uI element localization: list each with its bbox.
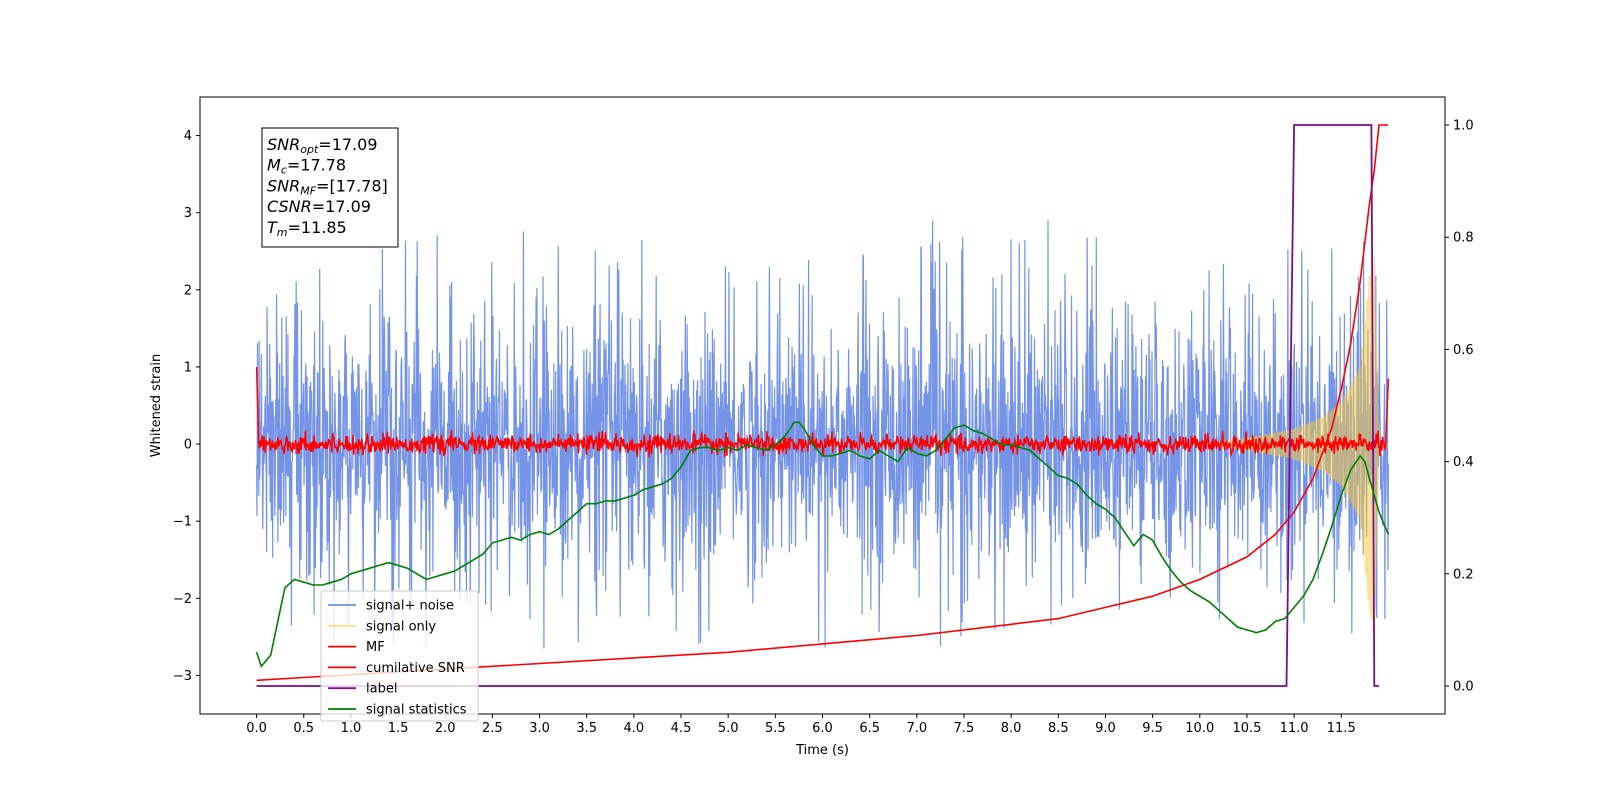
y-tick-label: 1 [184,360,192,375]
x-tick-label: 5.0 [718,721,739,736]
x-tick-label: 2.5 [482,721,503,736]
x-tick-label: 11.0 [1280,721,1309,736]
x-tick-label: 1.5 [388,721,409,736]
y2-tick-label: 0.8 [1453,231,1474,246]
x-tick-label: 9.0 [1095,721,1116,736]
annotation-line: SNRopt=17.09 [267,135,378,156]
series-signal-noise [256,220,1389,649]
y-tick-label: 3 [184,206,192,221]
x-tick-label: 8.5 [1048,721,1069,736]
legend: signal+ noise signal only MF cumilative SNR… [320,590,479,722]
legend-label: cumilative SNR [366,661,465,676]
x-tick-label: 0.5 [293,721,314,736]
x-tick-label: 8.0 [1001,721,1022,736]
annotation-line: SNRMF=[17.78] [267,176,388,197]
legend-label: MF [366,640,385,655]
x-tick-label: 1.0 [341,721,362,736]
x-tick-label: 3.5 [576,721,597,736]
annotation-line: Tm=11.85 [267,218,347,239]
series-cumulative-snr [256,124,1389,682]
x-tick-label: 6.0 [812,721,833,736]
plot-area [255,124,1390,687]
series-signal-statistics [255,421,1390,668]
y2-tick-label: 1.0 [1453,119,1474,134]
x-tick-label: 4.0 [624,721,645,736]
y-tick-label: −3 [173,669,192,684]
x-tick-label: 0.0 [246,721,267,736]
annotation-frame [261,127,399,248]
y-tick-label: 4 [184,129,192,144]
y2-tick-label: 0.2 [1453,567,1474,582]
annotation-line: CSNR=17.09 [267,197,371,216]
legend-label: signal statistics [366,703,467,718]
x-tick-label: 11.5 [1327,721,1356,736]
y-axis-label: Whitened strain [149,354,164,457]
series-label [256,124,1379,687]
x-axis-label: Time (s) [795,743,849,758]
legend-label: label [366,682,397,697]
y-tick-label: −2 [173,592,192,607]
x-tick-label: 6.5 [859,721,880,736]
x-tick-label: 5.5 [765,721,786,736]
y-tick-label: −1 [173,515,192,530]
annotation-box: SNRopt=17.09Mc=17.78SNRMF=[17.78]CSNR=17… [261,127,399,248]
x-tick-label: 9.5 [1142,721,1163,736]
x-tick-label: 7.0 [906,721,927,736]
y2-tick-label: 0.6 [1453,343,1474,358]
y-tick-label: 2 [184,283,192,298]
annotation-line: Mc=17.78 [267,156,346,177]
legend-label: signal+ noise [366,599,454,614]
x-tick-label: 2.0 [435,721,456,736]
x-tick-label: 10.0 [1185,721,1214,736]
legend-label: signal only [366,619,436,634]
legend-frame [320,590,479,722]
x-tick-label: 10.5 [1232,721,1261,736]
x-tick-label: 3.0 [529,721,550,736]
series-mf [255,366,1390,458]
y2-tick-label: 0.0 [1453,679,1474,694]
x-tick-label: 7.5 [954,721,975,736]
y2-tick-label: 0.4 [1453,455,1474,470]
y-tick-label: 0 [184,438,192,453]
x-tick-label: 4.5 [671,721,692,736]
